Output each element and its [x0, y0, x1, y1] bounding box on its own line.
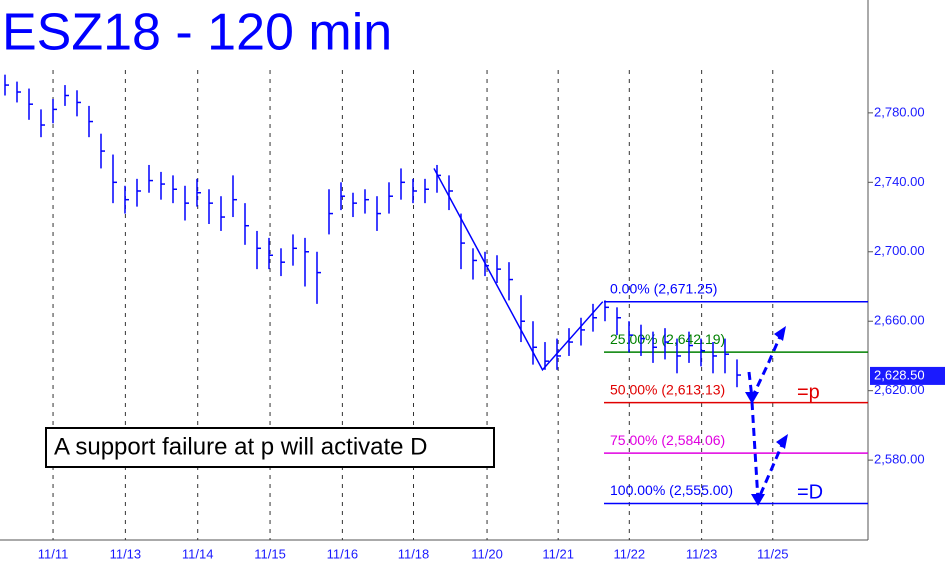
- y-tick-label: 2,660.00: [874, 313, 925, 328]
- p-label: =p: [797, 381, 820, 403]
- x-tick-label: 11/15: [254, 546, 286, 561]
- x-tick-label: 11/25: [757, 546, 789, 561]
- arrow-head: [776, 434, 788, 449]
- note: A support failure at p will activate D: [54, 433, 428, 460]
- fib-label: 100.00% (2,555.00): [610, 482, 733, 498]
- y-tick-label: 2,740.00: [874, 174, 925, 189]
- fib-label: 25.00% (2,642.19): [610, 331, 725, 347]
- fib-label: 75.00% (2,584.06): [610, 432, 725, 448]
- x-tick-label: 11/21: [542, 546, 574, 561]
- last-price-label: 2,628.50: [874, 367, 925, 382]
- projection-arrows: [747, 331, 786, 501]
- y-tick-label: 2,700.00: [874, 243, 925, 258]
- arrow-path: [747, 331, 784, 404]
- arrow-head: [751, 494, 765, 506]
- x-tick-label: 11/16: [327, 546, 359, 561]
- x-tick-label: 11/20: [471, 546, 503, 561]
- marks: 2,780.00 2,740.00 2,700.00 2,660.00 2,620.00…: [4, 70, 945, 561]
- arrow-heads: [745, 326, 788, 506]
- chart-title: ESZ18 - 120 min: [2, 4, 392, 62]
- y-tick-label: 2,580.00: [874, 452, 925, 467]
- x-tick-label: 11/22: [614, 546, 646, 561]
- arrow-head: [774, 326, 786, 341]
- fib-label: 50.00% (2,613.13): [610, 381, 725, 397]
- x-tick-label: 11/14: [182, 546, 214, 561]
- arrow-head: [745, 392, 759, 404]
- fib-label: 0.00% (2,671.25): [610, 280, 717, 296]
- y-tick-label: 2,780.00: [874, 104, 925, 119]
- last-price-box: [870, 366, 945, 385]
- x-tick-label: 11/13: [110, 546, 142, 561]
- pattern-line: [433, 168, 604, 372]
- y-tick-label: 2,620.00: [874, 382, 925, 397]
- x-tick-label: 11/18: [398, 546, 430, 561]
- note-box: [45, 427, 495, 468]
- x-tick-label: 11/11: [38, 546, 69, 561]
- d-label: =D: [797, 481, 823, 503]
- x-tick-label: 11/23: [686, 546, 718, 561]
- arrow-path: [750, 401, 786, 501]
